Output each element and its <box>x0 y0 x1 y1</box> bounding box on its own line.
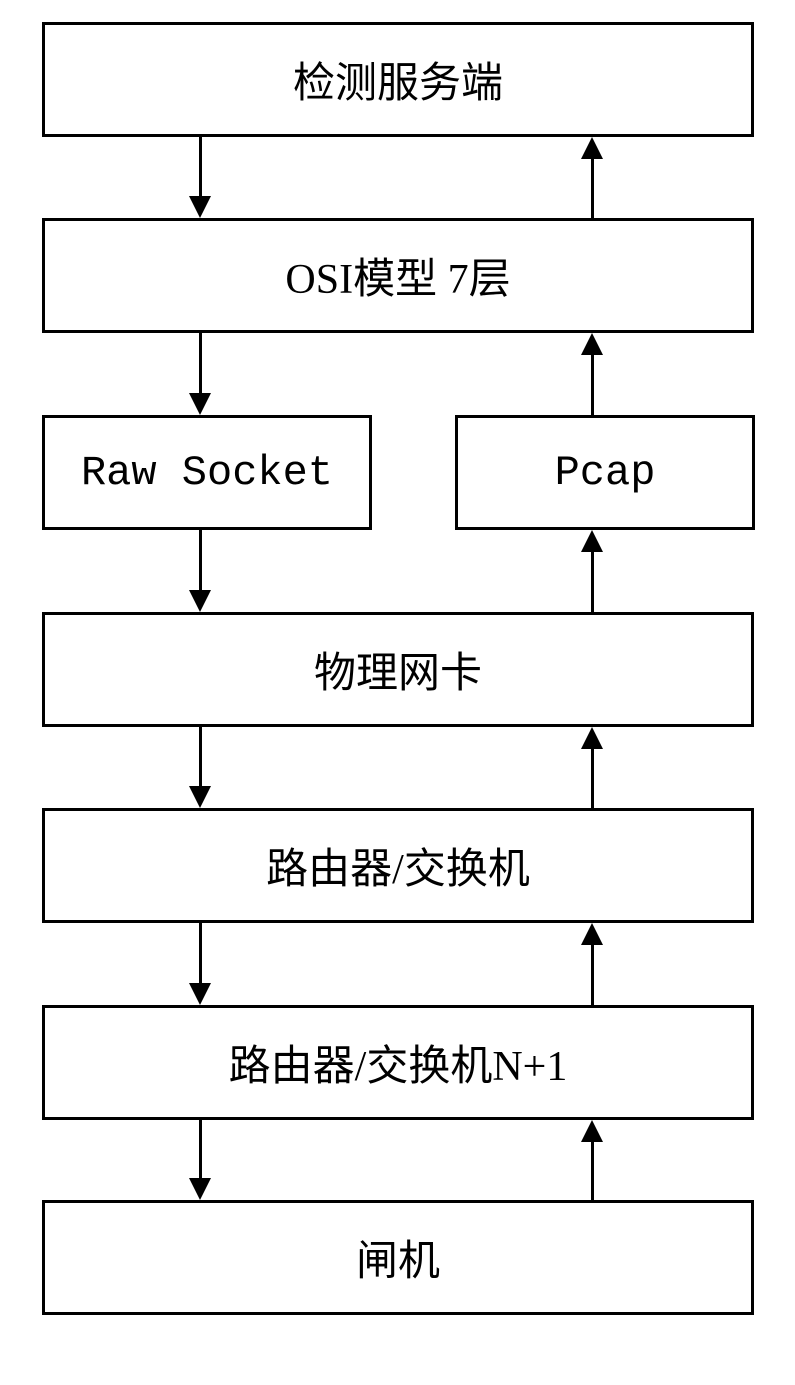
node-label: 检测服务端 <box>293 49 503 110</box>
arrow-down-line <box>199 923 202 983</box>
node-label: 路由器/交换机 <box>266 835 530 896</box>
arrow-up-line <box>591 552 594 612</box>
arrow-down-line <box>199 727 202 786</box>
arrow-down-head-icon <box>189 196 211 218</box>
arrow-up-line <box>591 355 594 415</box>
arrow-up-head-icon <box>581 923 603 945</box>
arrow-down-line <box>199 137 202 196</box>
node-nic: 物理网卡 <box>42 612 754 727</box>
node-label: Pcap <box>555 449 656 497</box>
node-label: OSI模型 7层 <box>285 245 510 306</box>
node-label: Raw Socket <box>81 449 333 497</box>
node-label: 物理网卡 <box>314 639 482 700</box>
arrow-up-head-icon <box>581 333 603 355</box>
node-detect-server: 检测服务端 <box>42 22 754 137</box>
arrow-down-head-icon <box>189 786 211 808</box>
node-router-n1: 路由器/交换机N+1 <box>42 1005 754 1120</box>
arrow-up-head-icon <box>581 1120 603 1142</box>
arrow-down-head-icon <box>189 393 211 415</box>
node-osi-model: OSI模型 7层 <box>42 218 754 333</box>
node-label: 路由器/交换机N+1 <box>229 1032 568 1093</box>
arrow-down-head-icon <box>189 983 211 1005</box>
node-label: 闸机 <box>356 1227 440 1288</box>
arrow-down-line <box>199 1120 202 1178</box>
node-router: 路由器/交换机 <box>42 808 754 923</box>
arrow-up-head-icon <box>581 530 603 552</box>
flowchart-canvas: 检测服务端 OSI模型 7层 Raw Socket Pcap 物理网卡 路由器/… <box>0 0 795 1385</box>
node-turnstile: 闸机 <box>42 1200 754 1315</box>
arrow-up-head-icon <box>581 137 603 159</box>
arrow-up-line <box>591 1142 594 1200</box>
arrow-up-line <box>591 749 594 808</box>
arrow-down-line <box>199 333 202 393</box>
arrow-down-head-icon <box>189 1178 211 1200</box>
arrow-up-line <box>591 159 594 218</box>
arrow-down-line <box>199 530 202 590</box>
arrow-up-line <box>591 945 594 1005</box>
arrow-down-head-icon <box>189 590 211 612</box>
arrow-up-head-icon <box>581 727 603 749</box>
node-raw-socket: Raw Socket <box>42 415 372 530</box>
node-pcap: Pcap <box>455 415 755 530</box>
